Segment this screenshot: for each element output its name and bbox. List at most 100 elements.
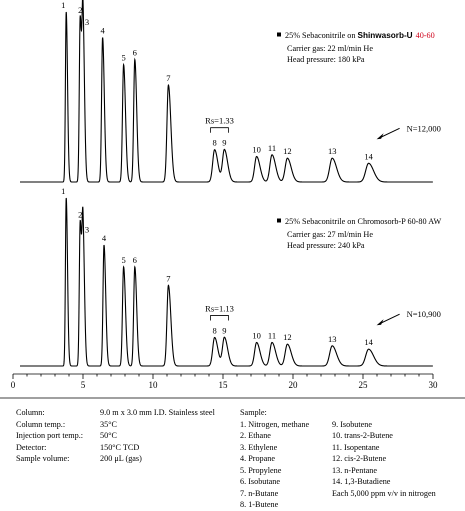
condition-row: Injection port temp.: 50°C xyxy=(16,430,215,442)
x-axis: 0 5 10 15 20 25 30 xyxy=(11,373,438,390)
sample-list-right: 9. Isobutene 10. trans-2-Butene 11. Isopen… xyxy=(332,419,436,500)
peak-label: 1 xyxy=(61,186,65,196)
peak-label: 2 xyxy=(78,5,82,15)
peak-label: 7 xyxy=(166,273,170,283)
sample-item: 11. Isopentane xyxy=(332,442,380,452)
carrier-gas-label: Carrier gas: 27 ml/min He xyxy=(287,230,373,239)
column-brand: Shinwasorb-U xyxy=(358,31,413,40)
column-bullet xyxy=(277,218,281,223)
x-tick-label: 10 xyxy=(149,380,159,390)
condition-label: Column temp.: xyxy=(16,419,66,429)
peak-label: 6 xyxy=(133,48,137,58)
peak-label: 8 xyxy=(212,138,216,148)
peak-label: 14 xyxy=(364,151,373,161)
x-tick-label: 15 xyxy=(219,380,229,390)
peak-label: 4 xyxy=(100,26,105,36)
sample-item: 3. Ethylene xyxy=(240,442,278,452)
sample-item: 1. Nitrogen, methane xyxy=(240,419,310,429)
condition-label: Injection port temp.: xyxy=(16,431,84,440)
peak-label: 11 xyxy=(268,331,276,341)
plate-arrow-head xyxy=(376,319,384,326)
condition-label: Detector: xyxy=(16,442,47,452)
peak-label: 7 xyxy=(166,73,170,83)
condition-label: Sample volume: xyxy=(16,454,70,463)
condition-row: Column: 9.0 m x 3.0 mm I.D. Stainless ste… xyxy=(16,407,215,419)
sample-item: 13. n-Pentane xyxy=(332,465,378,475)
sample-item: 6. Isobutane xyxy=(240,477,281,486)
sample-item: 9. Isobutene xyxy=(332,419,373,429)
plate-number-label: N=12,000 xyxy=(407,123,441,133)
plate-number-label: N=10,900 xyxy=(407,309,441,319)
column-description: 25% Sebaconitrile on Shinwasorb-U 40-60 xyxy=(285,31,435,40)
peak-label: 9 xyxy=(222,325,226,335)
peak-label: 1 xyxy=(61,0,65,10)
plate-arrow-head xyxy=(376,133,384,140)
sample-item: 14. 1,3-Butadiene xyxy=(332,477,391,486)
sample-item: 10. trans-2-Butene xyxy=(332,431,393,440)
carrier-gas-label: Carrier gas: 22 ml/min He xyxy=(287,44,373,53)
column-prefix: 25% Sebaconitrile on Chromosorb-P 60-80 … xyxy=(285,217,441,226)
resolution-label: Rs=1.33 xyxy=(205,116,234,126)
condition-value: 35°C xyxy=(100,419,117,429)
peak-label: 10 xyxy=(252,145,261,155)
peak-label: 5 xyxy=(121,255,125,265)
column-bullet xyxy=(277,32,281,37)
condition-row: Column temp.: 35°C xyxy=(16,419,215,431)
peak-label: 3 xyxy=(85,17,89,27)
peak-label: 12 xyxy=(283,332,292,342)
peak-label: 3 xyxy=(85,225,89,235)
peak-label: 10 xyxy=(252,331,261,341)
peak-label: 4 xyxy=(102,233,107,243)
conditions-block: Column: 9.0 m x 3.0 mm I.D. Stainless ste… xyxy=(16,407,215,465)
peak-label: 2 xyxy=(78,210,82,220)
condition-row: Detector: 150°C TCD xyxy=(16,442,215,454)
peak-label: 13 xyxy=(328,334,337,344)
resolution-bracket xyxy=(210,127,229,133)
resolution-label: Rs=1.13 xyxy=(205,303,234,313)
chromatogram-trace xyxy=(20,197,433,367)
condition-row: Sample volume: 200 μL (gas) xyxy=(16,453,215,465)
peak-label: 13 xyxy=(328,146,337,156)
condition-label: Column: xyxy=(16,408,45,417)
sample-item: 7. n-Butane xyxy=(240,488,279,498)
condition-value: 9.0 m x 3.0 mm I.D. Stainless steel xyxy=(100,408,215,417)
peak-label: 12 xyxy=(283,146,292,156)
peak-label: 11 xyxy=(268,143,276,153)
head-pressure-label: Head pressure: 180 kPa xyxy=(287,55,365,64)
x-tick-label: 20 xyxy=(289,380,299,390)
sample-item: 2. Ethane xyxy=(240,431,271,440)
peak-label: 14 xyxy=(364,337,373,347)
peak-label: 6 xyxy=(133,255,137,265)
head-pressure-label: Head pressure: 240 kPa xyxy=(287,241,365,250)
x-tick-label: 5 xyxy=(81,380,86,390)
plate-arrow-shaft xyxy=(379,127,400,139)
column-description: 25% Sebaconitrile on Chromosorb-P 60-80 … xyxy=(285,217,441,226)
condition-value: 150°C TCD xyxy=(100,442,140,452)
sample-item: 4. Propane xyxy=(240,454,276,463)
x-tick-label: 0 xyxy=(11,380,16,390)
x-tick-label: 30 xyxy=(429,380,439,390)
sample-title: Sample: xyxy=(240,408,267,417)
column-mesh: 40-60 xyxy=(416,31,435,40)
x-tick-label: 25 xyxy=(359,380,369,390)
sample-item: 5. Propylene xyxy=(240,465,282,475)
sample-item: 12. cis-2-Butene xyxy=(332,454,387,463)
condition-value: 50°C xyxy=(100,431,117,440)
column-prefix: 25% Sebaconitrile on xyxy=(285,31,358,40)
peak-label: 9 xyxy=(222,138,226,148)
chromatogram-trace xyxy=(20,0,433,183)
x-axis-ticks: 0 5 10 15 20 25 30 xyxy=(11,374,438,390)
resolution-bracket xyxy=(210,315,229,321)
sample-list-left: 1. Nitrogen, methane 2. Ethane 3. Ethylene… xyxy=(240,419,309,511)
peak-label: 8 xyxy=(212,325,216,335)
condition-value: 200 μL (gas) xyxy=(100,454,142,463)
sample-item: Each 5,000 ppm v/v in nitrogen xyxy=(332,488,436,498)
peak-label: 5 xyxy=(121,53,125,63)
sample-item: 8. 1-Butene xyxy=(240,500,279,509)
sample-block: Sample: 1. Nitrogen, methane 2. Ethane 3. … xyxy=(240,407,436,509)
plate-arrow-shaft xyxy=(379,313,400,325)
